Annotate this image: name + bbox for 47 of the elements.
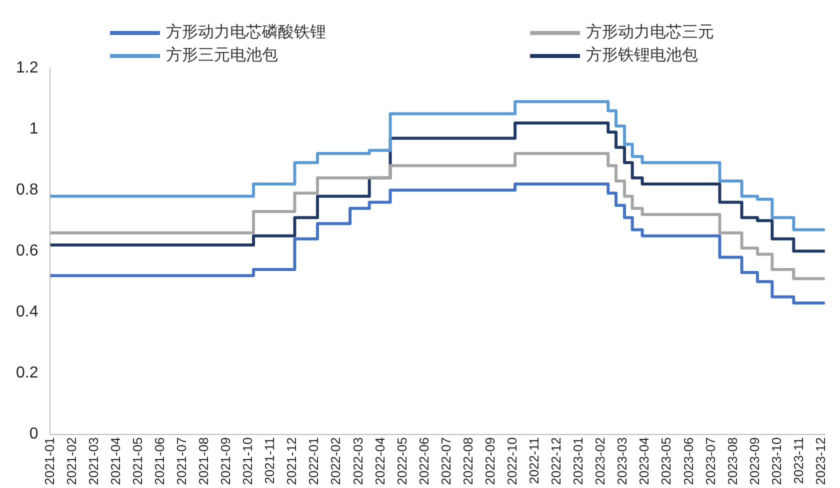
legend-label: 方形动力电芯三元 <box>586 22 714 43</box>
x-tick-label: 2023-02 <box>592 437 608 486</box>
legend-label: 方形三元电池包 <box>166 45 278 66</box>
y-tick-label: 1 <box>29 120 38 138</box>
x-tick-label: 2021-10 <box>240 437 256 486</box>
x-tick-label: 2021-02 <box>64 437 79 486</box>
x-tick-label: 2023-06 <box>680 437 696 486</box>
y-tick-label: 0.2 <box>16 364 38 382</box>
x-tick-label: 2022-08 <box>460 437 476 486</box>
x-tick-label: 2022-07 <box>438 437 454 486</box>
legend-label: 方形铁锂电池包 <box>586 45 698 66</box>
x-tick-label: 2022-10 <box>504 437 520 486</box>
y-tick-label: 0.4 <box>16 304 38 321</box>
x-tick-label: 2021-09 <box>218 437 234 486</box>
x-tick-label: 2021-03 <box>86 437 101 486</box>
x-tick-label: 2022-02 <box>328 437 344 486</box>
x-tick-label: 2022-01 <box>306 437 322 486</box>
y-tick-label: 0.6 <box>16 242 38 260</box>
x-tick-label: 2022-12 <box>548 437 564 486</box>
x-tick-label: 2023-12 <box>812 437 828 486</box>
x-tick-label: 2022-09 <box>482 437 498 486</box>
y-tick-label: 1.2 <box>16 59 38 76</box>
x-tick-label: 2022-04 <box>372 437 388 486</box>
x-tick-label: 2023-01 <box>570 437 586 486</box>
x-tick-label: 2022-06 <box>416 437 432 486</box>
x-tick-label: 2021-08 <box>196 437 212 486</box>
x-tick-label: 2023-07 <box>702 437 718 486</box>
y-tick-label: 0 <box>29 426 38 443</box>
legend-label: 方形动力电芯磷酸铁锂 <box>166 22 326 43</box>
x-tick-label: 2021-01 <box>42 437 57 486</box>
x-tick-label: 2022-03 <box>350 437 366 486</box>
x-tick-label: 2023-10 <box>768 437 784 486</box>
x-tick-label: 2023-03 <box>614 437 630 486</box>
x-tick-label: 2023-08 <box>724 437 740 486</box>
x-tick-label: 2021-05 <box>130 437 145 486</box>
x-tick-label: 2021-07 <box>174 437 190 486</box>
x-tick-label: 2021-04 <box>108 437 123 486</box>
x-tick-label: 2021-12 <box>284 437 300 486</box>
y-tick-label: 0.8 <box>16 182 38 199</box>
x-tick-label: 2022-05 <box>394 437 410 486</box>
x-tick-label: 2023-04 <box>636 437 652 486</box>
x-tick-label: 2021-11 <box>262 437 278 484</box>
x-tick-label: 2023-09 <box>746 437 762 486</box>
x-tick-label: 2023-05 <box>658 437 674 486</box>
x-tick-label: 2022-11 <box>526 437 542 484</box>
x-tick-label: 2021-06 <box>152 437 167 486</box>
x-tick-label: 2023-11 <box>790 437 806 484</box>
